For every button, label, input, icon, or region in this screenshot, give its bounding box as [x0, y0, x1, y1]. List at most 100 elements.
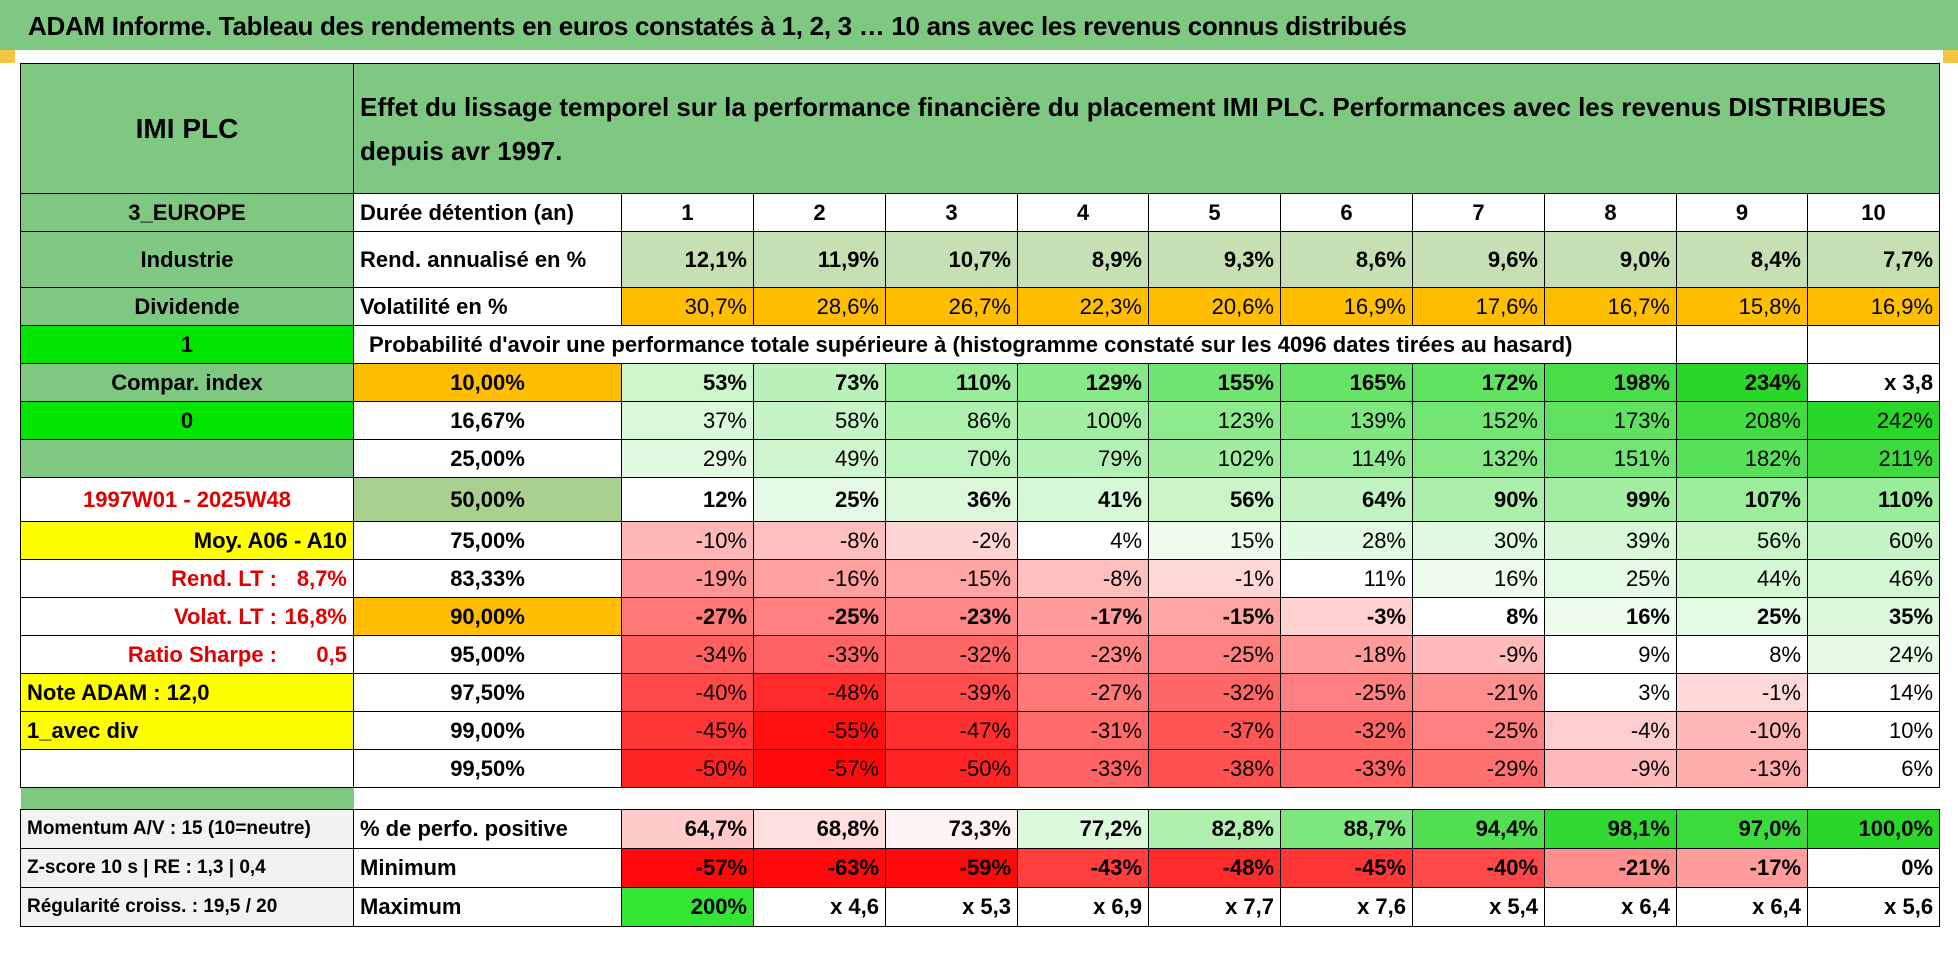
quantile-value: -8%	[1017, 559, 1149, 598]
quantile-value: 39%	[1544, 521, 1677, 560]
quantile-label: 83,33%	[353, 559, 622, 598]
blank-cell	[1806, 325, 1941, 364]
sidebar-cell: Moy. A06 - A10	[20, 521, 354, 560]
quantile-value: 139%	[1280, 401, 1413, 440]
quantile-value: -45%	[621, 711, 754, 750]
quantile-value: 90%	[1412, 477, 1545, 522]
quantile-value: -25%	[1412, 711, 1545, 750]
quantile-value: 29%	[621, 439, 754, 478]
quantile-value: 8%	[1676, 635, 1808, 674]
quantile-value: 123%	[1148, 401, 1281, 440]
quantile-value: 60%	[1806, 521, 1941, 560]
quantile-value: -1%	[1676, 673, 1808, 712]
quantile-row: Ratio Sharpe :0,5 95,00% -34% -33% -32% -23% -…	[20, 635, 1941, 674]
summary-value: -40%	[1412, 848, 1545, 888]
rend-label: Rend. annualisé en %	[353, 231, 622, 288]
quantile-value: 44%	[1676, 559, 1808, 598]
year-header: 1	[621, 193, 754, 232]
quantile-value: -34%	[621, 635, 754, 674]
quantile-value: 100%	[1017, 401, 1149, 440]
years-label: Durée détention (an)	[353, 193, 622, 232]
quantile-value: 11%	[1280, 559, 1413, 598]
summary-value: 73,3%	[885, 809, 1018, 849]
summary-value: 97,0%	[1676, 809, 1808, 849]
quantile-value: -19%	[621, 559, 754, 598]
summary-value: -43%	[1017, 848, 1149, 888]
quantile-value: 173%	[1544, 401, 1677, 440]
report-title: ADAM Informe. Tableau des rendements en …	[0, 0, 1958, 50]
blank-cell	[1676, 325, 1808, 364]
summary-value: 98,1%	[1544, 809, 1677, 849]
quantile-value: -50%	[885, 749, 1018, 788]
sector-cell: Industrie	[20, 231, 354, 288]
quantile-value: -13%	[1676, 749, 1808, 788]
quantile-value: -23%	[1017, 635, 1149, 674]
quantile-value: 56%	[1676, 521, 1808, 560]
quantile-value: 15%	[1148, 521, 1281, 560]
rend-value: 12,1%	[621, 231, 754, 288]
quantile-value: -3%	[1280, 597, 1413, 636]
sidebar-metric-value: 16,8%	[284, 603, 347, 629]
vol-row: Dividende Volatilité en % 30,7% 28,6% 26,7…	[20, 287, 1941, 326]
quantile-label: 50,00%	[353, 477, 622, 522]
rend-value: 8,6%	[1280, 231, 1413, 288]
sidebar-metric-label: Rend. LT :	[171, 565, 277, 591]
summary-row: Momentum A/V : 15 (10=neutre)% de perfo.…	[20, 809, 1941, 849]
year-header: 4	[1017, 193, 1149, 232]
quantile-value: 151%	[1544, 439, 1677, 478]
quantile-label: 10,00%	[353, 363, 622, 402]
summary-value: -57%	[621, 848, 754, 888]
quantile-label: 25,00%	[353, 439, 622, 478]
summary-value: 0%	[1806, 848, 1941, 888]
quantile-value: -33%	[1017, 749, 1149, 788]
year-header: 7	[1412, 193, 1545, 232]
quantile-value: 46%	[1806, 559, 1941, 598]
summary-value: -21%	[1544, 848, 1677, 888]
year-header: 8	[1544, 193, 1677, 232]
prob-title: Probabilité d'avoir une performance tota…	[353, 325, 1677, 364]
sidebar-cell: Ratio Sharpe : 0,5	[20, 635, 354, 674]
quantile-value: 64%	[1280, 477, 1413, 522]
rend-value: 9,0%	[1544, 231, 1677, 288]
quantile-value: -15%	[885, 559, 1018, 598]
sidebar-cell	[20, 749, 354, 788]
quantile-value: 14%	[1806, 673, 1941, 712]
quantile-value: -47%	[885, 711, 1018, 750]
quantile-value: -32%	[1280, 711, 1413, 750]
sidebar-cell: Note ADAM : 12,0	[20, 673, 354, 712]
year-header: 5	[1148, 193, 1281, 232]
quantile-value: -40%	[621, 673, 754, 712]
summary-value: x 6,9	[1017, 887, 1149, 927]
summary-value: x 5,6	[1806, 887, 1941, 927]
vol-value: 15,8%	[1676, 287, 1808, 326]
sidebar-cell: 0	[20, 401, 354, 440]
quantile-label: 90,00%	[353, 597, 622, 636]
quantile-value: -50%	[621, 749, 754, 788]
summary-value: 94,4%	[1412, 809, 1545, 849]
quantile-value: 8%	[1412, 597, 1545, 636]
quantile-value: -33%	[753, 635, 886, 674]
quantile-row: Note ADAM : 12,0 97,50% -40% -48% -39% -27% -3…	[20, 673, 1941, 712]
rend-value: 9,6%	[1412, 231, 1545, 288]
summary-side-cell: Momentum A/V : 15 (10=neutre)	[20, 809, 354, 849]
summary-value: -59%	[885, 848, 1018, 888]
summary-value: x 7,7	[1148, 887, 1281, 927]
header-row: IMI PLC Effet du lissage temporel sur la…	[20, 63, 1941, 194]
summary-value: x 7,6	[1280, 887, 1413, 927]
sidebar-metric-value: 0,5	[316, 641, 347, 667]
summary-value: x 5,3	[885, 887, 1018, 927]
quantile-value: -32%	[1148, 673, 1281, 712]
quantile-value: 211%	[1806, 439, 1941, 478]
spacer-row	[20, 787, 1940, 810]
quantile-value: 4%	[1017, 521, 1149, 560]
quantile-value: 102%	[1148, 439, 1281, 478]
type-cell: Dividende	[20, 287, 354, 326]
quantile-row: 1997W01 - 2025W48 50,00% 12% 25% 36% 41% 56% 64…	[20, 477, 1941, 522]
quantile-value: 165%	[1280, 363, 1413, 402]
quantile-value: 110%	[885, 363, 1018, 402]
flag-one-cell: 1	[20, 325, 354, 364]
quantile-row: 25,00% 29% 49% 70% 79% 102% 114% 132% 151% 182% 21…	[20, 439, 1941, 478]
summary-value: x 6,4	[1676, 887, 1808, 927]
quantile-row: 1_avec div 99,00% -45% -55% -47% -31% -37% -32%…	[20, 711, 1941, 750]
quantile-value: 35%	[1806, 597, 1941, 636]
